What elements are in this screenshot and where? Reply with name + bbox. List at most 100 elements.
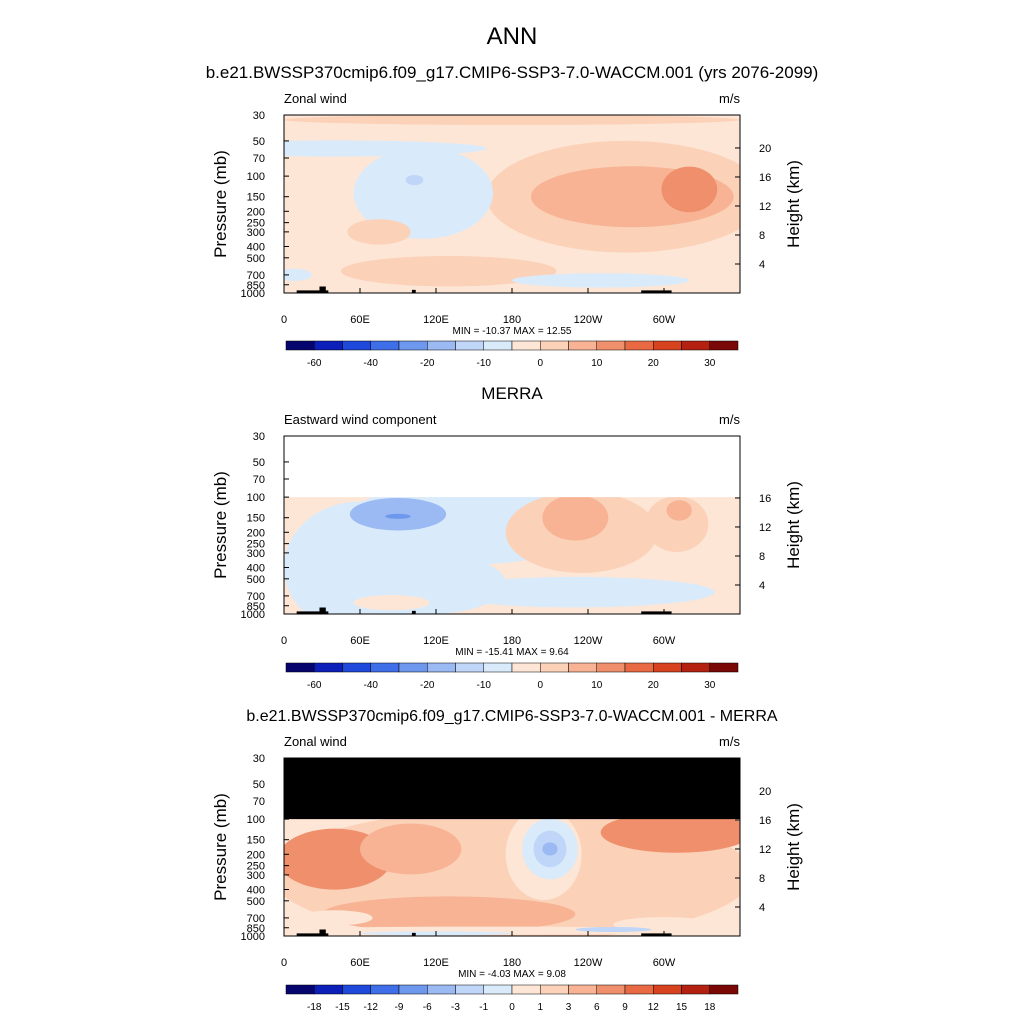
colorbar-box (511, 984, 541, 995)
contour-field (284, 436, 740, 614)
colorbar-box (624, 340, 654, 351)
y-tick-label: 150 (247, 513, 265, 525)
colorbar-box (398, 984, 428, 995)
y-tick-label: 1000 (241, 931, 265, 943)
colorbar-label: 20 (648, 680, 660, 691)
x-tick-label: 60E (350, 957, 370, 969)
contour-region (322, 896, 576, 932)
colorbar-box (653, 984, 682, 995)
colorbar-label: 18 (704, 1002, 716, 1013)
colorbar-box (624, 984, 654, 995)
contour-region (542, 842, 558, 856)
topography-mask (641, 611, 672, 614)
colorbar-box (398, 662, 428, 673)
y2-axis-label: Height (km) (784, 481, 803, 569)
colorbar-box (596, 984, 626, 995)
y-tick-label: 700 (247, 270, 265, 282)
panel-title: b.e21.BWSSP370cmip6.f09_g17.CMIP6-SSP3-7… (206, 63, 819, 82)
colorbar-label: 10 (591, 358, 603, 369)
x-tick-label: 60W (653, 635, 676, 647)
colorbar-box (370, 340, 400, 351)
y2-tick-label: 12 (759, 201, 771, 213)
colorbar-label: -9 (395, 1002, 404, 1013)
y2-tick-label: 8 (759, 230, 765, 242)
colorbar-box (285, 662, 315, 673)
colorbar-box (342, 662, 371, 673)
topography-mask (296, 611, 329, 614)
colorbar-label: 0 (509, 1002, 515, 1013)
colorbar-label: -10 (477, 358, 492, 369)
contour-region (296, 910, 373, 926)
y2-tick-label: 4 (759, 580, 765, 592)
y-tick-label: 300 (247, 227, 265, 239)
colorbar-box (314, 984, 343, 995)
colorbar-box (370, 984, 400, 995)
colorbar-box (455, 984, 484, 995)
colorbar-label: 6 (594, 1002, 600, 1013)
y2-tick-label: 4 (759, 259, 765, 271)
y-tick-label: 850 (247, 923, 265, 935)
y2-tick-label: 8 (759, 873, 765, 885)
figure-title: ANN (487, 23, 538, 50)
colorbar-box (483, 662, 513, 673)
contour-region (542, 494, 609, 541)
colorbar-label: -15 (335, 1002, 350, 1013)
y-tick-label: 500 (247, 896, 265, 908)
topography-mask (319, 286, 326, 293)
x-tick-label: 120E (423, 314, 449, 326)
colorbar-box (681, 340, 710, 351)
colorbar-label: 30 (704, 358, 716, 369)
colorbar-label: -20 (420, 680, 435, 691)
y-tick-label: 200 (247, 849, 265, 861)
colorbar-label: 20 (648, 358, 660, 369)
x-tick-label: 120W (574, 635, 603, 647)
contour-region (353, 595, 430, 611)
contour-region (360, 823, 462, 875)
panel-units-label: m/s (719, 91, 740, 106)
colorbar-label: -40 (364, 358, 379, 369)
colorbar-box (427, 340, 456, 351)
colorbar-label: -1 (479, 1002, 488, 1013)
contour-region (600, 812, 740, 853)
y-tick-label: 400 (247, 241, 265, 253)
y-tick-label: 250 (247, 539, 265, 551)
colorbar-label: 15 (676, 1002, 688, 1013)
colorbar-label: -40 (364, 680, 379, 691)
colorbar-box (681, 662, 710, 673)
y-tick-label: 500 (247, 253, 265, 265)
topography-mask (411, 932, 416, 936)
colorbar-box (568, 984, 597, 995)
contour-region (353, 147, 493, 239)
contour-region (385, 513, 411, 519)
y-tick-label: 70 (253, 153, 265, 165)
colorbar-label: -6 (423, 1002, 432, 1013)
y-tick-label: 50 (253, 457, 265, 469)
y-tick-label: 850 (247, 601, 265, 613)
panel-units-label: m/s (719, 412, 740, 427)
y-tick-label: 400 (247, 884, 265, 896)
y-tick-label: 100 (247, 171, 265, 183)
contour-region (645, 496, 709, 552)
colorbar-box (427, 662, 456, 673)
colorbar-box (285, 984, 315, 995)
contour-region (661, 166, 718, 213)
colorbar-box (511, 340, 541, 351)
contour-field (284, 758, 740, 936)
colorbar-box (483, 984, 513, 995)
colorbar-label: 9 (622, 1002, 628, 1013)
contour-region (284, 268, 312, 281)
contour-region (436, 576, 715, 608)
y-tick-label: 100 (247, 814, 265, 826)
y2-axis-label: Height (km) (784, 803, 803, 891)
x-tick-label: 0 (281, 957, 287, 969)
y-tick-label: 250 (247, 218, 265, 230)
colorbar-label: -12 (364, 1002, 379, 1013)
colorbar-box (455, 662, 484, 673)
minmax-label: MIN = -15.41 MAX = 9.64 (455, 647, 569, 658)
colorbar-box (709, 662, 739, 673)
y-tick-label: 250 (247, 861, 265, 873)
y-tick-label: 200 (247, 206, 265, 218)
panel-units-label: m/s (719, 734, 740, 749)
y-tick-label: 500 (247, 574, 265, 586)
y2-axis-label: Height (km) (784, 160, 803, 248)
